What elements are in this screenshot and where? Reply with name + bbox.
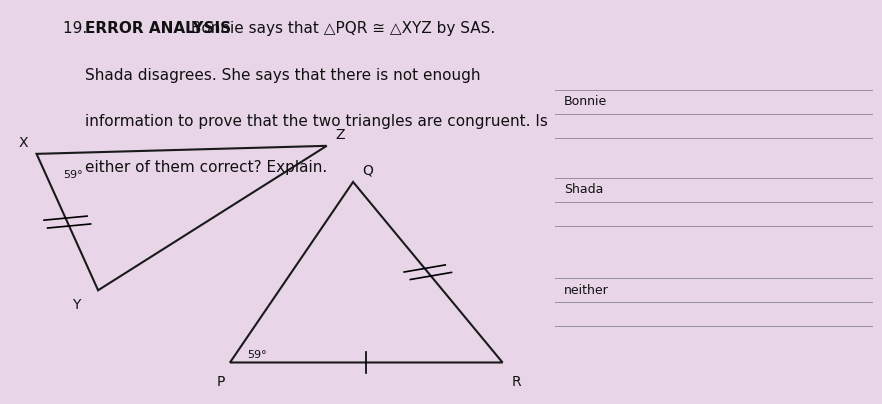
Text: Shada disagrees. She says that there is not enough: Shada disagrees. She says that there is …	[85, 67, 481, 82]
Text: either of them correct? Explain.: either of them correct? Explain.	[85, 160, 327, 175]
Text: Bonnie says that △PQR ≅ △XYZ by SAS.: Bonnie says that △PQR ≅ △XYZ by SAS.	[186, 21, 496, 36]
Text: 19.: 19.	[63, 21, 92, 36]
Text: Z: Z	[335, 128, 345, 142]
Text: R: R	[512, 375, 521, 389]
Text: Shada: Shada	[564, 183, 603, 196]
Text: Y: Y	[72, 298, 80, 312]
Text: neither: neither	[564, 284, 609, 297]
Text: Q: Q	[362, 164, 373, 178]
Text: X: X	[19, 136, 27, 150]
Text: Bonnie: Bonnie	[564, 95, 608, 108]
Text: ERROR ANALYSIS: ERROR ANALYSIS	[85, 21, 231, 36]
Text: information to prove that the two triangles are congruent. Is: information to prove that the two triang…	[85, 114, 548, 129]
Text: 59°: 59°	[63, 170, 83, 180]
Text: 59°: 59°	[248, 351, 267, 360]
Text: P: P	[217, 375, 226, 389]
